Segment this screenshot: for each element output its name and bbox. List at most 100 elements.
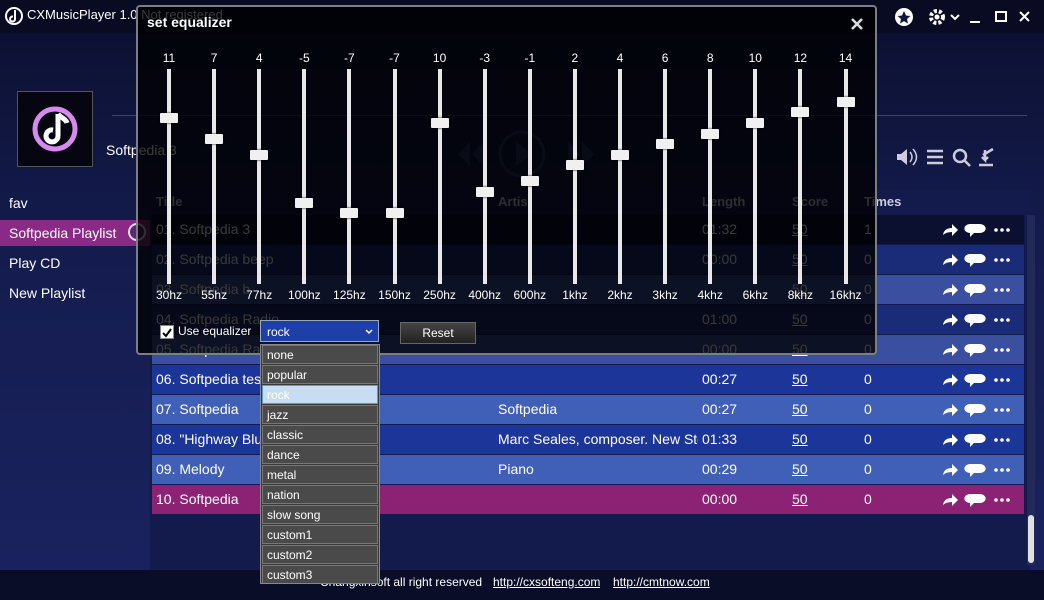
slider-knob[interactable]: [385, 208, 404, 219]
track-length: 00:27: [702, 401, 738, 417]
band-label: 30hz: [155, 288, 183, 302]
row-actions[interactable]: [940, 250, 1012, 270]
slider-knob[interactable]: [520, 176, 539, 187]
sidebar-item[interactable]: Play CD: [9, 255, 61, 271]
track-score[interactable]: 50: [792, 461, 808, 477]
dialog-title: set equalizer: [147, 14, 232, 30]
slider-knob[interactable]: [340, 208, 359, 219]
row-actions[interactable]: [940, 490, 1012, 510]
band-label: 100hz: [287, 288, 321, 302]
band-label: 400hz: [468, 288, 502, 302]
band-label: 150hz: [378, 288, 411, 302]
band-value: 10: [432, 51, 447, 65]
track-title: 08. "Highway Blues": [156, 431, 282, 447]
slider-knob[interactable]: [160, 112, 178, 123]
preset-option[interactable]: custom3: [262, 565, 378, 583]
slider-knob[interactable]: [565, 160, 584, 171]
track-score[interactable]: 50: [792, 371, 808, 387]
reset-button[interactable]: Reset: [400, 322, 476, 344]
use-equalizer-label: Use equalizer: [178, 324, 252, 338]
slider-track: [798, 69, 803, 284]
track-score[interactable]: 50: [792, 491, 808, 507]
sidebar-item[interactable]: Softpedia Playlist: [0, 220, 150, 246]
row-actions[interactable]: [940, 340, 1012, 360]
preset-option[interactable]: custom1: [262, 525, 378, 544]
preset-option[interactable]: nation: [262, 485, 378, 504]
track-times: 0: [864, 461, 872, 477]
slider-knob[interactable]: [746, 118, 765, 128]
close-button[interactable]: [850, 17, 864, 31]
toolbar-icons[interactable]: [895, 146, 1005, 168]
track-title: 09. Melody: [156, 461, 225, 477]
equalizer-dialog: set equalizer 11 30hz 7 55hz 4 77hz -5 100hz -7 1…: [136, 5, 877, 355]
band-value: -7: [389, 51, 400, 65]
band-value: 14: [838, 51, 853, 65]
track-times: 0: [864, 371, 872, 387]
preset-option[interactable]: custom2: [262, 545, 378, 564]
scrollbar-thumb[interactable]: [1028, 515, 1034, 563]
band-label: 16khz: [829, 288, 862, 302]
slider-track: [843, 69, 848, 284]
row-actions[interactable]: [940, 280, 1012, 300]
row-actions[interactable]: [940, 400, 1012, 420]
sidebar-item[interactable]: New Playlist: [9, 285, 86, 301]
slider-track: [753, 69, 758, 284]
slider-knob[interactable]: [656, 139, 675, 150]
band-value: -3: [479, 51, 491, 65]
window-controls[interactable]: [890, 5, 1040, 29]
footer-link[interactable]: http://cmtnow.com: [613, 575, 710, 589]
track-times: 0: [864, 491, 872, 507]
track-score[interactable]: 50: [792, 401, 808, 417]
preset-dropdown[interactable]: rock: [260, 320, 379, 342]
slider-knob[interactable]: [205, 133, 224, 144]
slider-knob[interactable]: [430, 118, 449, 128]
check-mark: [162, 328, 172, 338]
preset-option[interactable]: slow song: [262, 505, 378, 524]
band-value: 10: [748, 51, 762, 65]
row-actions[interactable]: [940, 460, 1012, 480]
slider-knob[interactable]: [611, 149, 629, 160]
track-score[interactable]: 50: [792, 431, 808, 447]
slider-knob[interactable]: [791, 107, 810, 118]
track-length: 00:27: [702, 371, 738, 387]
track-title: 07. Softpedia: [156, 401, 239, 417]
preset-option[interactable]: rock: [262, 385, 378, 404]
slider-track: [663, 69, 668, 284]
slider-knob[interactable]: [295, 197, 314, 208]
row-actions[interactable]: [940, 310, 1012, 330]
preset-option[interactable]: none: [262, 345, 378, 364]
band-value: 4: [616, 51, 624, 65]
row-actions[interactable]: [940, 430, 1012, 450]
slider-track: [167, 69, 171, 284]
use-equalizer-checkbox[interactable]: [160, 325, 174, 339]
band-value: 8: [706, 51, 714, 65]
row-actions[interactable]: [940, 220, 1012, 240]
slider-knob[interactable]: [475, 186, 494, 197]
slider-knob[interactable]: [701, 128, 720, 139]
preset-option[interactable]: popular: [262, 365, 378, 384]
band-label: 1khz: [562, 288, 588, 302]
slider-track: [392, 69, 397, 284]
preset-option[interactable]: jazz: [262, 405, 378, 424]
band-label: 2khz: [607, 288, 633, 302]
row-actions[interactable]: [940, 370, 1012, 390]
band-value: 2: [571, 51, 579, 65]
band-label: 8khz: [787, 288, 814, 302]
slider-track: [437, 69, 442, 284]
band-value: -5: [298, 51, 310, 65]
slider-track: [572, 69, 577, 284]
band-label: 250hz: [423, 288, 456, 302]
sidebar-item[interactable]: fav: [9, 195, 28, 211]
band-label: 3khz: [652, 288, 678, 302]
slider-knob[interactable]: [250, 149, 269, 160]
preset-option[interactable]: classic: [262, 425, 378, 444]
footer-link[interactable]: http://cxsofteng.com: [493, 575, 601, 589]
band-label: 6khz: [742, 288, 768, 302]
slider-track: [212, 69, 217, 284]
preset-option[interactable]: dance: [262, 445, 378, 464]
slider-knob[interactable]: [836, 96, 855, 107]
preset-option[interactable]: metal: [262, 465, 378, 484]
slider-track: [708, 69, 713, 284]
track-artist: [498, 485, 698, 514]
slider-track: [347, 69, 352, 284]
